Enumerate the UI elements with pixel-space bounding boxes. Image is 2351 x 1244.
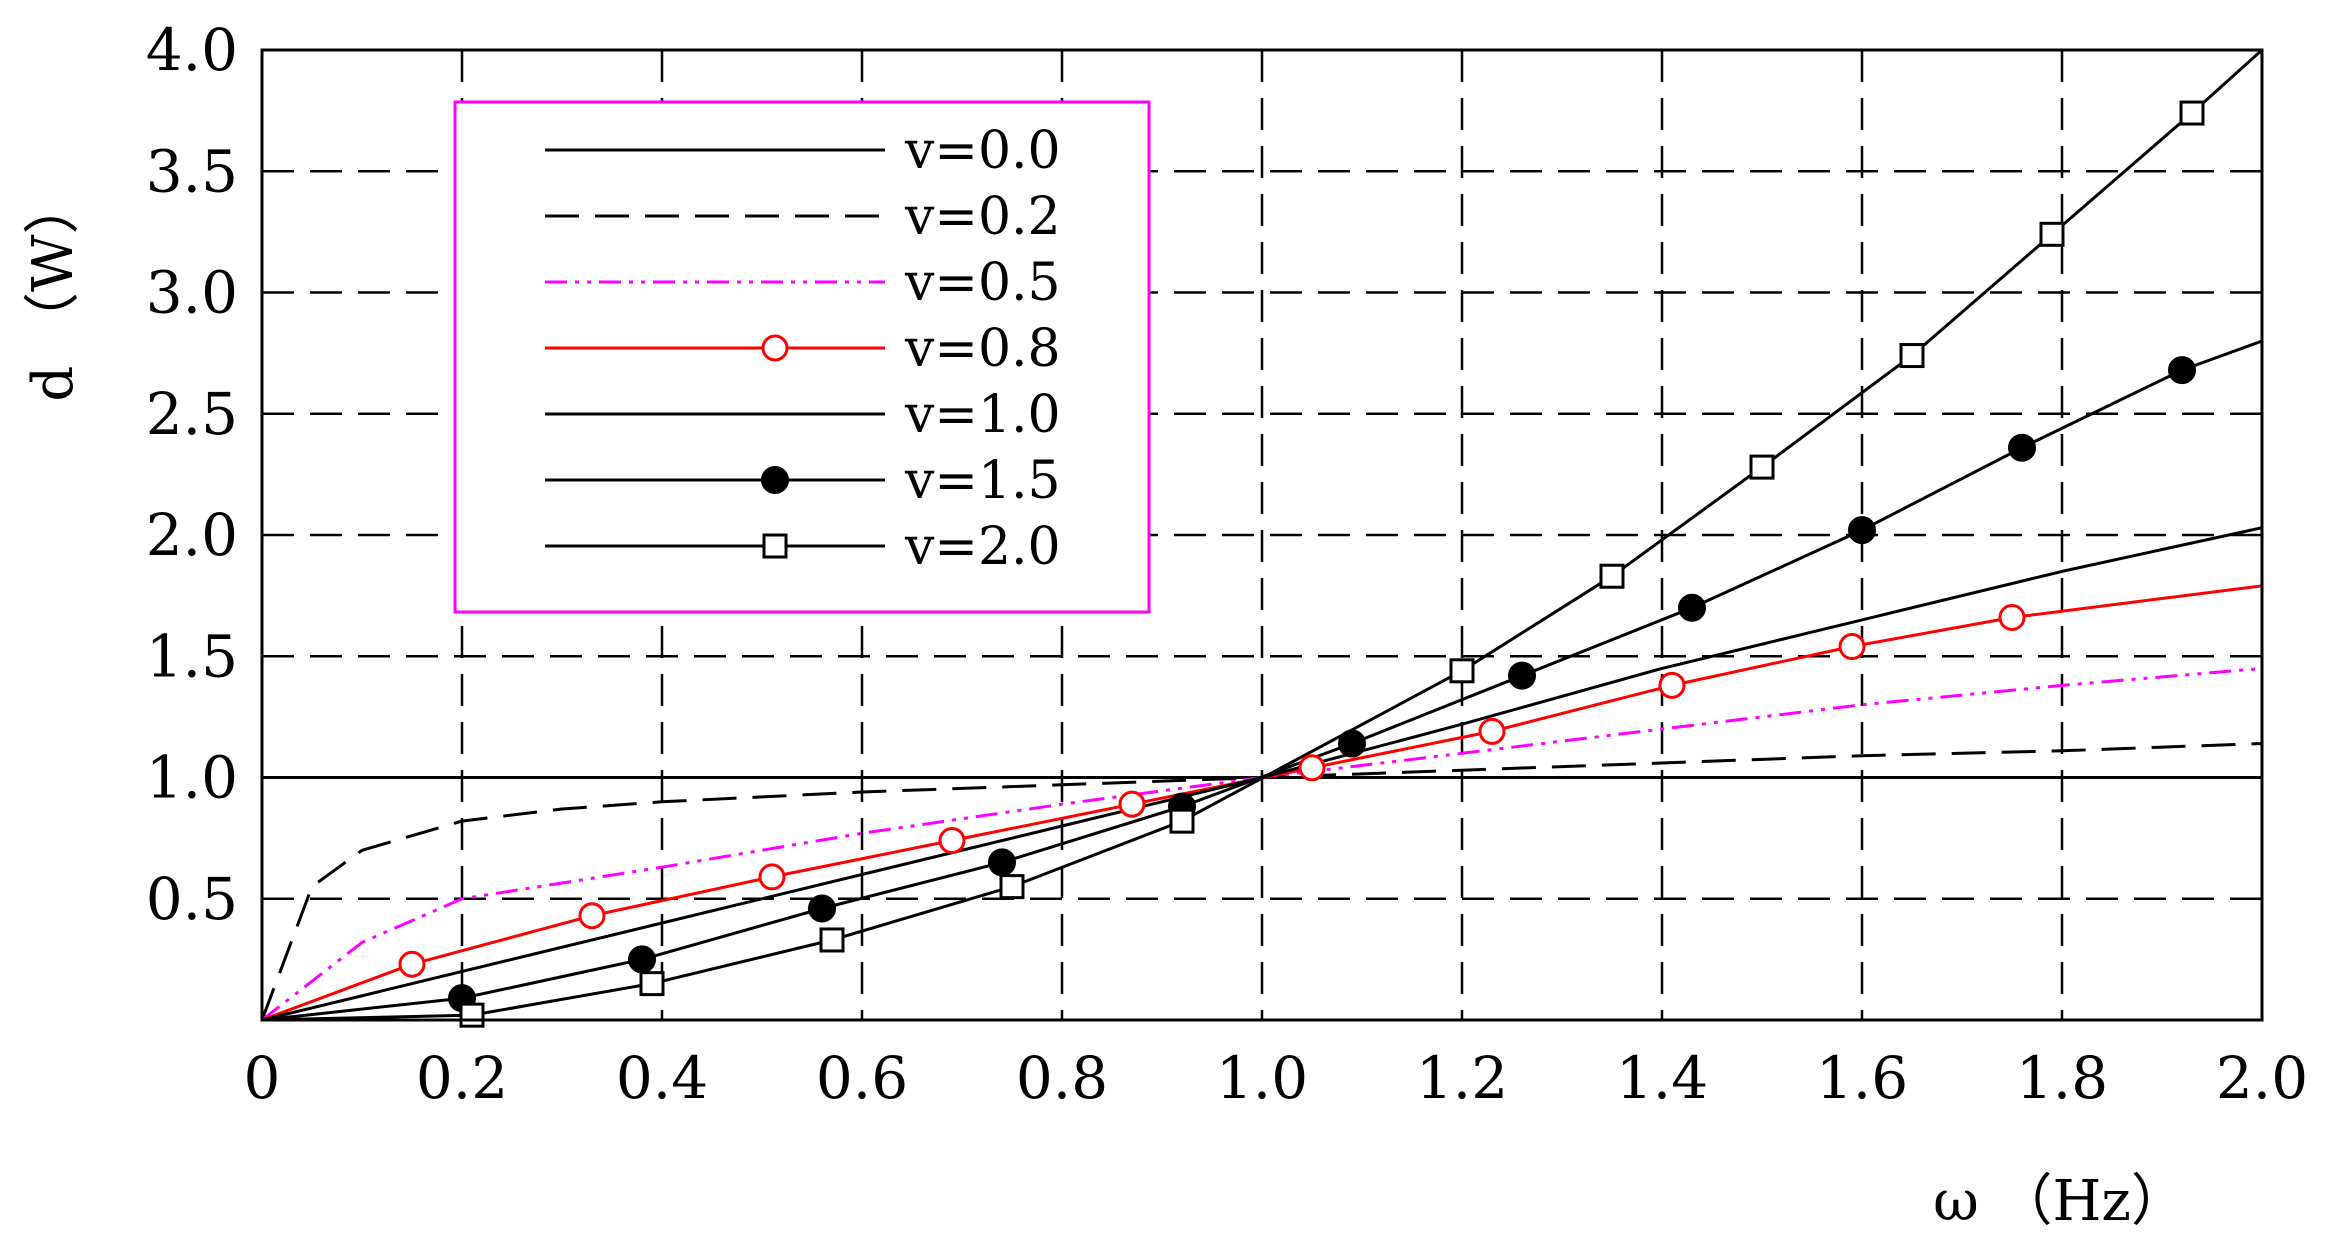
legend-marker xyxy=(762,533,788,559)
x-tick-label: 0.8 xyxy=(1016,1044,1108,1112)
data-point xyxy=(2168,356,2196,385)
data-point xyxy=(999,874,1025,900)
legend-label: v=1.5 xyxy=(904,451,1061,511)
legend-label: v=2.0 xyxy=(904,517,1061,577)
y-tick-labels: 0.5 1.0 1.5 2.0 2.5 3.0 3.5 4.0 xyxy=(146,16,238,933)
data-point xyxy=(1118,790,1146,818)
data-point xyxy=(1998,603,2026,631)
y-tick-label: 4.0 xyxy=(146,16,238,84)
y-tick-label: 1.5 xyxy=(146,622,238,690)
data-point xyxy=(2039,221,2065,247)
data-point xyxy=(1169,808,1195,834)
y-axis-title: d （W） xyxy=(21,178,86,401)
x-tick-labels: 0 0.2 0.4 0.6 0.8 1.0 1.2 1.4 1.6 1.8 2.0 xyxy=(244,1044,2309,1112)
data-point xyxy=(2179,100,2205,126)
legend-label: v=0.8 xyxy=(904,319,1061,379)
y-tick-label: 3.5 xyxy=(146,137,238,205)
data-point xyxy=(1848,516,1876,545)
x-tick-label: 0 xyxy=(244,1044,281,1112)
data-point xyxy=(808,894,836,923)
data-point xyxy=(938,827,966,855)
x-tick-label: 1.6 xyxy=(1816,1044,1908,1112)
data-point xyxy=(1298,754,1326,782)
legend-label: v=1.0 xyxy=(904,385,1061,445)
data-point xyxy=(1899,343,1925,369)
data-point xyxy=(1658,671,1686,699)
marker-layer xyxy=(398,100,2205,1028)
data-point xyxy=(628,945,656,974)
data-point xyxy=(988,848,1016,877)
y-tick-label: 2.0 xyxy=(146,501,238,569)
data-point xyxy=(1508,661,1536,690)
data-point xyxy=(398,950,426,978)
series-line xyxy=(262,526,2262,1020)
data-point xyxy=(1599,563,1625,589)
data-point xyxy=(1338,729,1366,758)
data-point xyxy=(1749,454,1775,480)
data-point xyxy=(2008,433,2036,462)
x-tick-label: 1.2 xyxy=(1416,1044,1508,1112)
legend-label: v=0.0 xyxy=(904,121,1061,181)
legend-label: v=0.5 xyxy=(904,253,1061,313)
x-tick-label: 0.6 xyxy=(816,1044,908,1112)
y-tick-label: 0.5 xyxy=(146,865,238,933)
data-point xyxy=(1838,633,1866,661)
series-line xyxy=(262,666,2262,1020)
data-point xyxy=(1449,658,1475,684)
x-tick-label: 1.8 xyxy=(2016,1044,2108,1112)
series-line xyxy=(262,742,2262,1020)
x-tick-label: 0.2 xyxy=(416,1044,508,1112)
legend-marker xyxy=(761,466,789,494)
x-tick-label: 1.4 xyxy=(1616,1044,1708,1112)
data-point xyxy=(459,1002,485,1028)
x-tick-label: 1.0 xyxy=(1216,1044,1308,1112)
data-point xyxy=(639,971,665,997)
y-tick-label: 2.5 xyxy=(146,380,238,448)
data-point xyxy=(819,927,845,953)
legend-box xyxy=(453,100,1151,614)
legend-label: v=0.2 xyxy=(904,187,1061,247)
data-point xyxy=(1478,717,1506,745)
data-point xyxy=(578,902,606,930)
data-point xyxy=(758,863,786,891)
x-tick-label: 2.0 xyxy=(2216,1044,2308,1112)
y-tick-label: 1.0 xyxy=(146,744,238,812)
y-tick-label: 3.0 xyxy=(146,259,238,327)
x-tick-label: 0.4 xyxy=(616,1044,708,1112)
legend: v=0.0v=0.2v=0.5v=0.8v=1.0v=1.5v=2.0 xyxy=(453,100,1151,614)
x-axis-title: ω （Hz） xyxy=(1933,1169,2187,1234)
data-point xyxy=(1678,593,1706,622)
plot-frame xyxy=(260,48,2264,1022)
legend-marker xyxy=(761,334,789,362)
